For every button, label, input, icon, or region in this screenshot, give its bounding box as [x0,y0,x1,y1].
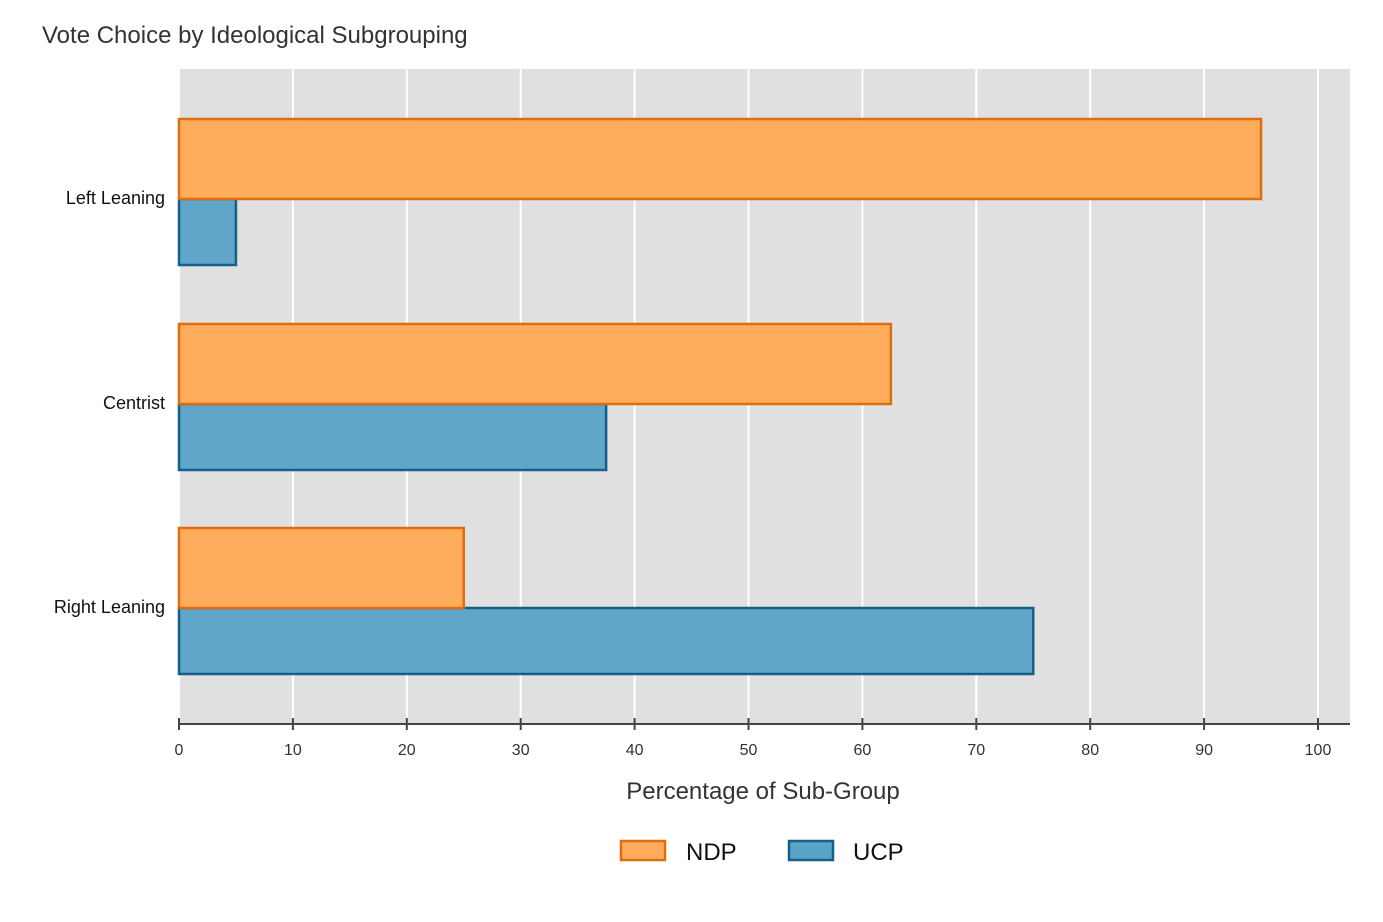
bar-ucp-centrist [177,402,608,472]
bar-ndp-right-leaning [177,526,465,610]
x-tick-label-40: 40 [626,742,644,759]
x-tick-label-60: 60 [854,742,872,759]
category-label-centrist: Centrist [103,393,165,413]
x-tick-label-20: 20 [398,742,416,759]
legend-label-ndp: NDP [686,839,737,866]
x-tick-label-10: 10 [284,742,302,759]
bar-ndp-centrist [177,322,893,406]
legend-swatch-ndp [619,839,667,862]
bar-ndp-left-leaning [177,117,1263,201]
x-axis: 0 10 20 30 40 50 60 70 80 90 100 [175,718,1350,759]
y-axis: Left Leaning Centrist Right Leaning [54,188,165,617]
bar-ucp-left-leaning [177,197,238,267]
x-tick-label-70: 70 [967,742,985,759]
legend-swatch-ucp [787,839,835,862]
x-tick-label-80: 80 [1081,742,1099,759]
chart-title: Vote Choice by Ideological Subgrouping [42,22,468,49]
x-tick-label-90: 90 [1195,742,1213,759]
x-tick-label-30: 30 [512,742,530,759]
x-tick-label-100: 100 [1305,742,1332,759]
x-tick-label-0: 0 [175,742,184,759]
legend: NDP UCP [619,839,904,866]
x-tick-label-50: 50 [740,742,758,759]
bar-ucp-right-leaning [177,606,1035,676]
x-axis-title: Percentage of Sub-Group [626,778,900,805]
bars [177,117,1263,676]
category-label-right-leaning: Right Leaning [54,597,165,617]
legend-label-ucp: UCP [853,839,904,866]
category-label-left-leaning: Left Leaning [66,188,165,208]
